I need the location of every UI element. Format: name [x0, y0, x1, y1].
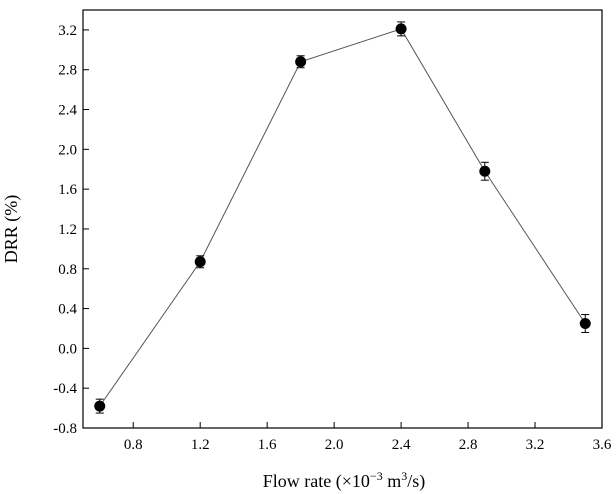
- y-tick-label: 2.0: [58, 142, 77, 158]
- y-tick-label: -0.8: [53, 421, 77, 437]
- data-series: [94, 21, 591, 414]
- y-axis-title: DRR (%): [1, 195, 22, 264]
- data-point: [94, 400, 106, 412]
- y-tick-label: 2.8: [58, 63, 77, 79]
- data-point: [295, 56, 307, 68]
- y-tick-label: 0.4: [58, 302, 77, 318]
- x-tick-label: 0.8: [124, 437, 143, 453]
- x-tick-label: 2.0: [325, 437, 344, 453]
- data-point: [579, 318, 591, 329]
- ticks: 0.8 1.2 1.6 2.0 2.4 2.8 3.2 3.6 -0.8 -0.4 0.0 0.4 0.…: [53, 23, 612, 453]
- y-tick-label: 0.8: [58, 262, 77, 278]
- y-tick-label: 1.2: [58, 222, 77, 238]
- x-tick-label: 3.6: [593, 437, 612, 453]
- y-tick-label: 0.0: [58, 341, 77, 357]
- series-line: [99, 28, 586, 407]
- x-tick-label: 1.2: [191, 437, 210, 453]
- x-axis-title: Flow rate (×10−3 m3/s): [263, 469, 425, 492]
- x-tick-label: 1.6: [258, 437, 277, 453]
- x-tick-label: 3.2: [526, 437, 545, 453]
- x-tick-label: 2.4: [392, 437, 411, 453]
- y-tick-label: 2.4: [58, 103, 77, 119]
- y-tick-label: -0.4: [53, 381, 77, 397]
- data-point: [479, 165, 491, 177]
- axes: [82, 9, 603, 429]
- y-tick-label: 3.2: [58, 23, 77, 39]
- y-tick-label: 1.6: [58, 182, 77, 198]
- data-point: [194, 256, 206, 268]
- data-point: [395, 23, 407, 35]
- plot-frame: [82, 9, 603, 429]
- x-tick-label: 2.8: [459, 437, 478, 453]
